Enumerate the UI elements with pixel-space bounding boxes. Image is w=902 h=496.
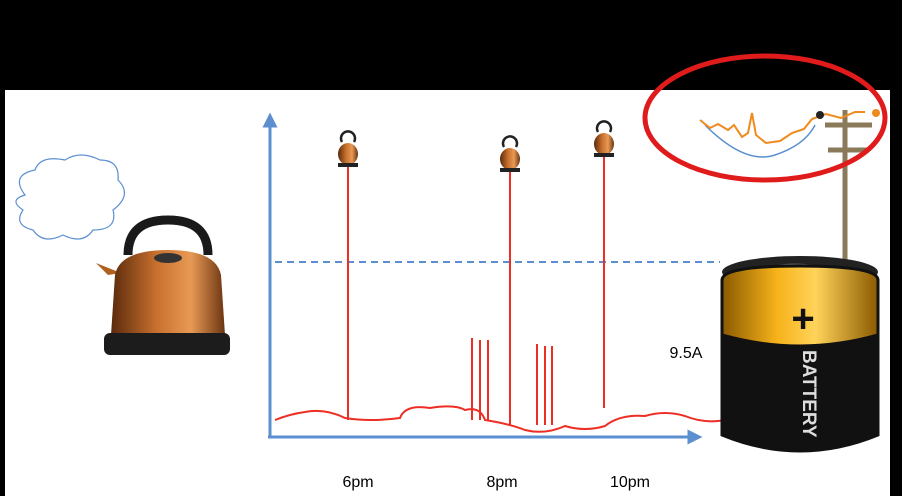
time-label: 8pm bbox=[486, 474, 517, 491]
time-label: 6pm bbox=[342, 474, 373, 491]
threshold-label: 9.5A bbox=[670, 345, 703, 362]
battery-symbol: + bbox=[791, 297, 814, 341]
battery: + BATTERY bbox=[722, 256, 878, 451]
time-label: 10pm bbox=[610, 474, 650, 491]
diagram: 6pm 8pm 10pm 9.5A + BATTERY bbox=[0, 0, 902, 496]
battery-label: BATTERY bbox=[798, 350, 819, 438]
page: 6pm 8pm 10pm 9.5A + BATTERY (() => { con… bbox=[0, 0, 902, 496]
